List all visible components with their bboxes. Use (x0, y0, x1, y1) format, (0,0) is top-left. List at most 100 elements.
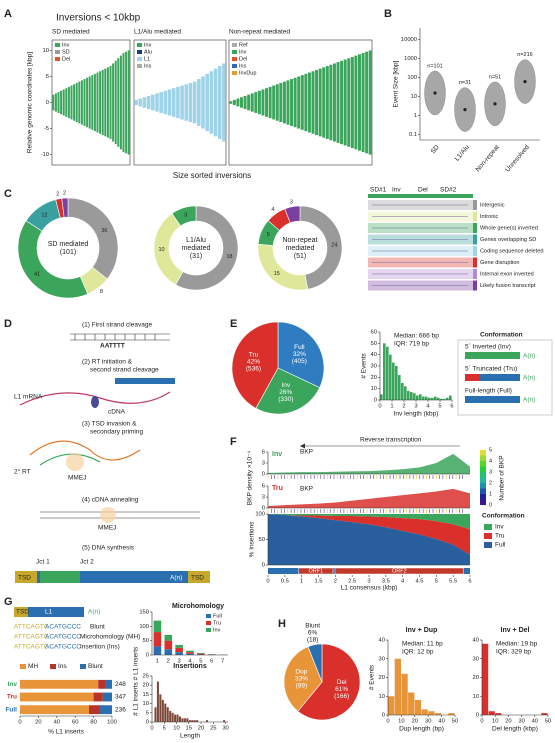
panel-letters: A B C D E F G H (4, 8, 392, 630)
strand (29, 440, 141, 461)
bar (440, 398, 443, 400)
seq: ATTCAGTC (14, 634, 49, 641)
x-label: Length (180, 733, 200, 740)
x-tick-label: 2 (334, 579, 337, 585)
legend-header: SD#1 (370, 187, 387, 194)
inversion-bar (268, 86, 272, 119)
value-label: 12 (41, 213, 47, 219)
step: (3) TSD invasion & (82, 421, 137, 428)
inversion-bar (167, 89, 172, 116)
x-tick-label: 10 (492, 719, 498, 725)
y-tick-label: 40 (379, 638, 385, 644)
inversion-bar (57, 92, 60, 113)
bar (416, 395, 419, 400)
chart-title: Microhomology (172, 603, 224, 610)
step: secondary priming (90, 429, 143, 436)
bar (171, 712, 174, 722)
inversion-bar (272, 85, 276, 120)
panel-letter: F (230, 436, 237, 448)
legend-swatch (206, 628, 211, 632)
y-tick-label: 0 (262, 506, 265, 512)
y-tick-label: 50 (259, 537, 265, 543)
count-label: (166) (334, 693, 349, 700)
total-label: 248 (115, 681, 126, 688)
step: (5) DNA synthesis (82, 545, 135, 552)
x-tick-label: 1 (390, 404, 393, 410)
legend-swatch (473, 211, 477, 222)
annotation: IQR: 12 bp (402, 649, 434, 656)
bar (421, 709, 428, 715)
rt-arrowhead (300, 443, 305, 449)
value-label: 32% (293, 351, 306, 358)
inversion-bar (134, 99, 138, 106)
y-tick-label: 5 (146, 710, 149, 716)
x-label: Size sorted inversions (173, 171, 251, 180)
y-label: Event Size [kbp] (393, 60, 400, 107)
x-tick-label: 1.5 (314, 579, 322, 585)
bar (395, 366, 398, 400)
y-tick-label: 1 (414, 113, 417, 119)
bar-segment (100, 705, 112, 715)
inversion-bar (96, 72, 99, 133)
y-tick-label: 3 (262, 495, 265, 501)
category-label: Inv (8, 681, 18, 688)
inversion-bar (127, 50, 130, 155)
value-label: 18 (226, 254, 232, 260)
bar (383, 343, 386, 400)
x-tick-label: 20 (505, 719, 511, 725)
x-tick-label: 4 (188, 659, 192, 665)
y-label: # Events (369, 664, 376, 690)
bar (159, 694, 162, 722)
center-label: L1/Alu (186, 237, 206, 244)
inversion-bar (60, 90, 63, 115)
y-tick-label: 100 (255, 512, 265, 518)
x-tick-label: 4 (426, 404, 430, 410)
slice-label: Full (294, 344, 305, 351)
legend-label: Del (62, 56, 70, 62)
legend-swatch (137, 57, 142, 61)
slice-label: Tru (249, 351, 259, 358)
legend-label: Inv (144, 42, 152, 48)
bar (414, 700, 422, 715)
bar (161, 699, 164, 722)
bar (156, 681, 159, 722)
rt2-label: 2° RT (14, 468, 31, 476)
y-label: # L1 inserts (133, 646, 140, 680)
conformation-legend-e: Conformation 5´ Inverted (Inv) A(n) 5´ T… (457, 332, 553, 416)
bar (446, 397, 449, 400)
x-tick-label: 5 (163, 726, 166, 732)
step: second strand cleavage (90, 367, 159, 374)
bar (174, 714, 177, 722)
center-label: Non-repeat (282, 237, 317, 244)
slice (231, 321, 279, 409)
inversion-bar (336, 62, 340, 143)
inversion-bar (217, 66, 222, 139)
value-label: 24 (331, 242, 337, 248)
legend-label: Full (495, 542, 506, 549)
inversion-bar (257, 90, 261, 115)
y-tick-label: 10 (143, 701, 149, 707)
y-tick-label: 10 (379, 694, 385, 700)
orf-label: ORF1 (308, 568, 323, 574)
y-tick-label: 10 (43, 48, 49, 54)
x-tick-label: 40 (438, 719, 444, 725)
inversion-bar (282, 81, 286, 124)
x-tick-label: 5.5 (449, 579, 457, 585)
inversion-bar (275, 84, 279, 121)
x-tick-label: 40 (532, 719, 538, 725)
bar (408, 692, 415, 715)
legend-swatch (55, 50, 60, 54)
legend-swatch (232, 64, 237, 68)
slice (284, 205, 301, 224)
colorbar-tick: 0 (489, 502, 492, 508)
legend-label: Genes overlapping SD (480, 237, 536, 243)
legend-item: Full-length (Full) (465, 388, 512, 395)
x-tick-label: 4.5 (415, 579, 423, 585)
value-label: 3 (290, 199, 293, 205)
x-tick-label: 5 (199, 659, 202, 665)
legend-header: SD#2 (440, 187, 457, 194)
panel-letter: G (4, 596, 13, 608)
panel-letter: A (4, 8, 12, 20)
junction: Insertion (Ins) (80, 644, 120, 651)
